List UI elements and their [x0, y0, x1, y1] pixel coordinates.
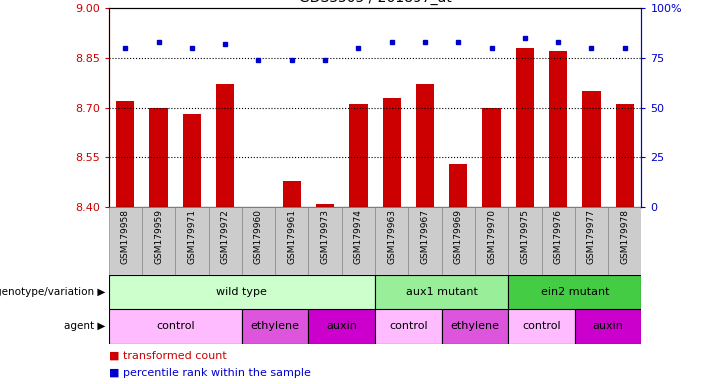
Text: GSM179970: GSM179970: [487, 209, 496, 264]
Bar: [308, 309, 375, 344]
Bar: [575, 309, 641, 344]
Bar: [409, 207, 442, 275]
Bar: [615, 104, 634, 207]
Bar: [109, 275, 375, 309]
Text: GSM179976: GSM179976: [554, 209, 563, 264]
Text: wild type: wild type: [217, 287, 267, 297]
Bar: [508, 207, 542, 275]
Text: GSM179971: GSM179971: [187, 209, 196, 264]
Bar: [116, 101, 135, 207]
Text: ethylene: ethylene: [251, 321, 299, 331]
Bar: [375, 275, 508, 309]
Title: GDS3505 / 261897_at: GDS3505 / 261897_at: [299, 0, 451, 5]
Bar: [375, 207, 409, 275]
Text: GSM179975: GSM179975: [520, 209, 529, 264]
Text: ethylene: ethylene: [451, 321, 499, 331]
Bar: [183, 114, 201, 207]
Text: GSM179972: GSM179972: [221, 209, 230, 264]
Text: aux1 mutant: aux1 mutant: [406, 287, 477, 297]
Bar: [375, 309, 442, 344]
Bar: [109, 207, 142, 275]
Bar: [449, 164, 468, 207]
Bar: [575, 207, 608, 275]
Bar: [475, 207, 508, 275]
Text: GSM179973: GSM179973: [320, 209, 329, 264]
Text: control: control: [522, 321, 561, 331]
Bar: [316, 204, 334, 207]
Text: auxin: auxin: [592, 321, 624, 331]
Bar: [482, 108, 501, 207]
Bar: [342, 207, 375, 275]
Bar: [142, 207, 175, 275]
Bar: [149, 108, 168, 207]
Bar: [242, 309, 308, 344]
Bar: [583, 91, 601, 207]
Text: GSM179963: GSM179963: [387, 209, 396, 264]
Text: GSM179958: GSM179958: [121, 209, 130, 264]
Bar: [283, 181, 301, 207]
Bar: [508, 309, 575, 344]
Text: GSM179974: GSM179974: [354, 209, 363, 264]
Text: ■ percentile rank within the sample: ■ percentile rank within the sample: [109, 368, 311, 378]
Bar: [442, 207, 475, 275]
Text: ein2 mutant: ein2 mutant: [540, 287, 609, 297]
Text: GSM179978: GSM179978: [620, 209, 629, 264]
Text: GSM179977: GSM179977: [587, 209, 596, 264]
Text: GSM179960: GSM179960: [254, 209, 263, 264]
Bar: [209, 207, 242, 275]
Bar: [516, 48, 534, 207]
Text: auxin: auxin: [326, 321, 358, 331]
Bar: [442, 309, 508, 344]
Text: control: control: [156, 321, 195, 331]
Text: GSM179961: GSM179961: [287, 209, 297, 264]
Bar: [608, 207, 641, 275]
Bar: [416, 84, 434, 207]
Text: GSM179967: GSM179967: [421, 209, 430, 264]
Bar: [175, 207, 209, 275]
Bar: [275, 207, 308, 275]
Bar: [216, 84, 234, 207]
Text: ■ transformed count: ■ transformed count: [109, 351, 226, 361]
Bar: [549, 51, 567, 207]
Bar: [508, 275, 641, 309]
Bar: [242, 207, 275, 275]
Bar: [308, 207, 342, 275]
Text: GSM179959: GSM179959: [154, 209, 163, 264]
Bar: [349, 104, 367, 207]
Text: genotype/variation ▶: genotype/variation ▶: [0, 287, 105, 297]
Bar: [542, 207, 575, 275]
Text: GSM179969: GSM179969: [454, 209, 463, 264]
Text: agent ▶: agent ▶: [64, 321, 105, 331]
Bar: [109, 309, 242, 344]
Bar: [383, 98, 401, 207]
Text: control: control: [389, 321, 428, 331]
